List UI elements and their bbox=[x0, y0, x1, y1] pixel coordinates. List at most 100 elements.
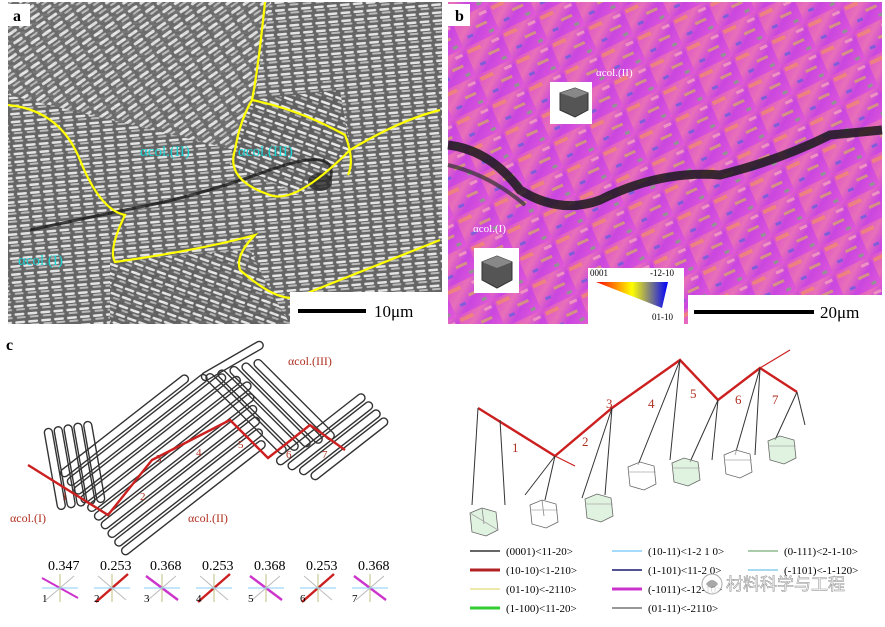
panel-b-scalebar-label: 20μm bbox=[820, 303, 859, 322]
legend-item-8: (1-100)<11-20> bbox=[470, 603, 577, 615]
panel-a-label-col3: αcol.(III) bbox=[238, 144, 293, 160]
lamella-colony-III bbox=[200, 340, 335, 455]
panel-a-scalebar-label: 10μm bbox=[374, 302, 413, 321]
svg-text:(01-10)<-2110>: (01-10)<-2110> bbox=[506, 584, 577, 596]
svg-text:3: 3 bbox=[156, 453, 162, 465]
misorientation-3: 0.368 3 bbox=[144, 559, 182, 605]
panel-b-letter-box bbox=[448, 4, 470, 26]
svg-text:(0001)<11-20>: (0001)<11-20> bbox=[506, 546, 573, 558]
panel-b-label-col1: αcol.(I) bbox=[473, 223, 506, 235]
ipf-label-01-10: 01-10 bbox=[652, 312, 673, 322]
ipf-color-legend: 0001 -12-10 01-10 bbox=[588, 268, 684, 324]
panel-b-letter: b bbox=[455, 8, 464, 25]
watermark: 材料科学与工程 bbox=[701, 573, 845, 595]
svg-text:6: 6 bbox=[735, 392, 742, 407]
legend-item-5: (-1101)<-1-120> bbox=[748, 565, 858, 577]
colony-label-I: αcol.(I) bbox=[10, 511, 46, 525]
svg-text:0.368: 0.368 bbox=[150, 559, 182, 574]
svg-text:1: 1 bbox=[62, 491, 68, 503]
hcp-cell-1 bbox=[469, 507, 499, 537]
panel-a-letter-box bbox=[8, 4, 30, 26]
svg-text:2: 2 bbox=[140, 491, 146, 503]
legend-item-1: (10-11)<1-2 1 0> bbox=[612, 546, 724, 558]
svg-text:6: 6 bbox=[286, 449, 292, 461]
crack-path-left bbox=[27, 418, 346, 517]
legend-item-9: (01-11)<-2110> bbox=[612, 603, 718, 615]
panel-b-scalebar bbox=[694, 310, 814, 314]
ipf-label-12-10: -12-10 bbox=[650, 268, 674, 278]
misorientation-row: 0.347 1 0.253 2 0.368 3 0.253 bbox=[41, 559, 390, 605]
svg-text:(10-10)<1-210>: (10-10)<1-210> bbox=[506, 565, 577, 577]
svg-text:0.253: 0.253 bbox=[306, 559, 338, 574]
panel-b-scalebar-box bbox=[688, 295, 882, 324]
svg-text:0.253: 0.253 bbox=[100, 559, 132, 574]
svg-text:(-1101)<-1-120>: (-1101)<-1-120> bbox=[784, 565, 858, 577]
svg-text:0.368: 0.368 bbox=[254, 559, 286, 574]
panel-a-label-col1: αcol.(I) bbox=[18, 253, 63, 269]
svg-text:(10-11)<1-2 1 0>: (10-11)<1-2 1 0> bbox=[648, 546, 724, 558]
misorientation-7: 0.368 7 bbox=[352, 559, 390, 605]
panel-c-letter: c bbox=[6, 337, 13, 354]
panel-a-label-col2: αcol.(II) bbox=[140, 144, 190, 160]
misorientation-4: 0.253 4 bbox=[196, 559, 234, 605]
hcp-cell-7 bbox=[767, 435, 797, 465]
svg-text:5: 5 bbox=[248, 593, 254, 605]
legend-item-4: (1-101)<11-2 0> bbox=[612, 565, 721, 577]
svg-text:1: 1 bbox=[512, 440, 519, 455]
svg-text:3: 3 bbox=[144, 593, 150, 605]
hcp-cell-3 bbox=[584, 493, 614, 523]
lamella-colony-small bbox=[275, 393, 389, 481]
svg-text:7: 7 bbox=[322, 449, 328, 461]
hcp-cell-2 bbox=[529, 499, 559, 529]
crystal-leader-lines bbox=[471, 359, 806, 506]
hcp-cell-4 bbox=[627, 461, 657, 491]
panel-b-label-col2: αcol.(II) bbox=[596, 67, 633, 79]
svg-text:(1-100)<11-20>: (1-100)<11-20> bbox=[506, 603, 577, 615]
panel-a-scalebar-box bbox=[290, 292, 442, 324]
svg-text:2: 2 bbox=[582, 434, 589, 449]
svg-text:(01-11)<-2110>: (01-11)<-2110> bbox=[648, 603, 718, 615]
svg-text:材料科学与工程: 材料科学与工程 bbox=[726, 575, 845, 595]
svg-text:4: 4 bbox=[196, 447, 202, 459]
hcp-cell-icon-upper bbox=[550, 82, 592, 124]
right-path-numbers: 1 2 3 4 5 6 7 bbox=[512, 386, 779, 455]
hcp-cell-6 bbox=[723, 449, 753, 479]
hcp-prism-cells bbox=[469, 435, 797, 537]
colony-label-II: αcol.(II) bbox=[188, 511, 228, 525]
svg-text:1: 1 bbox=[42, 593, 48, 605]
misorientation-6: 0.253 6 bbox=[300, 559, 338, 605]
legend-item-3: (10-10)<1-210> bbox=[470, 565, 577, 577]
lamella-colony-II bbox=[59, 373, 266, 556]
svg-text:5: 5 bbox=[690, 386, 697, 401]
svg-text:7: 7 bbox=[352, 593, 358, 605]
svg-text:4: 4 bbox=[196, 593, 202, 605]
left-path-numbers: 1 2 3 4 5 6 7 bbox=[62, 439, 328, 503]
panel-a-letter: a bbox=[13, 8, 21, 25]
misorientation-2: 0.253 2 bbox=[94, 559, 132, 605]
legend-item-6: (01-10)<-2110> bbox=[470, 584, 577, 596]
svg-text:2: 2 bbox=[94, 593, 100, 605]
legend-item-0: (0001)<11-20> bbox=[470, 546, 573, 558]
svg-text:6: 6 bbox=[300, 593, 306, 605]
hcp-cell-5 bbox=[671, 457, 701, 487]
svg-text:0.368: 0.368 bbox=[358, 559, 390, 574]
colony-label-III: αcol.(III) bbox=[288, 354, 332, 368]
panel-a-scalebar bbox=[298, 309, 366, 313]
legend-item-2: (0-111)<2-1-10> bbox=[748, 546, 858, 558]
svg-text:0.253: 0.253 bbox=[202, 559, 234, 574]
svg-text:3: 3 bbox=[606, 396, 613, 411]
ipf-label-0001: 0001 bbox=[590, 268, 608, 278]
crack-path-right bbox=[477, 358, 798, 458]
hcp-cell-icon-lower bbox=[474, 248, 519, 293]
misorientation-1: 0.347 1 bbox=[41, 559, 80, 605]
svg-text:(0-111)<2-1-10>: (0-111)<2-1-10> bbox=[784, 546, 858, 558]
lamella-colony-I bbox=[43, 420, 106, 511]
svg-text:5: 5 bbox=[238, 439, 244, 451]
svg-text:4: 4 bbox=[648, 396, 655, 411]
svg-text:0.347: 0.347 bbox=[48, 559, 80, 574]
misorientation-5: 0.368 5 bbox=[248, 559, 286, 605]
svg-text:7: 7 bbox=[772, 392, 779, 407]
panel-a-micrograph bbox=[7, 1, 442, 324]
svg-text:(1-101)<11-2 0>: (1-101)<11-2 0> bbox=[648, 565, 721, 577]
